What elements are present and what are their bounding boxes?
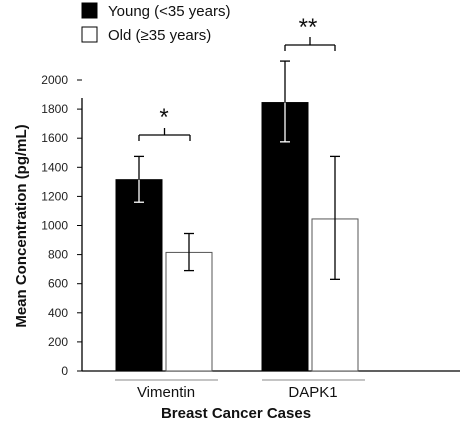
error-bar-young-dapk1 — [280, 60, 290, 143]
legend-label-old: Old (≥35 years) — [108, 27, 211, 44]
y-ticks: 0 200 400 600 800 1000 1200 1400 1600 1800 2000 — [41, 73, 82, 378]
bars — [115, 60, 359, 372]
bar-young-dapk1 — [261, 102, 309, 372]
error-bar-old-vimentin — [184, 232, 194, 272]
error-bar-old-dapk1 — [330, 155, 340, 280]
y-tick-label: 1600 — [41, 131, 68, 145]
significance-label-vimentin: * — [159, 104, 168, 131]
y-tick-label: 2000 — [41, 73, 68, 87]
legend-swatch-young — [81, 2, 98, 19]
y-tick-label: 200 — [48, 335, 68, 349]
y-tick-label: 600 — [48, 277, 68, 291]
y-tick-label: 0 — [61, 364, 68, 378]
category-label-vimentin: Vimentin — [137, 384, 195, 401]
y-tick-label: 1800 — [41, 102, 68, 116]
legend-swatch-old — [81, 26, 98, 43]
y-tick-label: 1200 — [41, 189, 68, 203]
y-tick-label: 1400 — [41, 160, 68, 174]
y-axis-title: Mean Concentration (pg/mL) — [13, 124, 30, 327]
x-axis-title: Breast Cancer Cases — [161, 405, 311, 422]
significance-label-dapk1: ** — [299, 14, 318, 41]
significance-bracket-dapk1 — [284, 37, 336, 51]
legend: Young (<35 years) Old (≥35 years) — [81, 2, 230, 44]
y-tick-label: 800 — [48, 248, 68, 262]
error-bar-young-vimentin — [134, 155, 144, 203]
legend-label-young: Young (<35 years) — [108, 3, 230, 20]
y-tick-label: 1000 — [41, 219, 68, 233]
bar-young-vimentin — [115, 179, 163, 372]
category-label-dapk1: DAPK1 — [288, 384, 337, 401]
significance-bracket-vimentin — [138, 128, 191, 141]
y-tick-label: 400 — [48, 306, 68, 320]
